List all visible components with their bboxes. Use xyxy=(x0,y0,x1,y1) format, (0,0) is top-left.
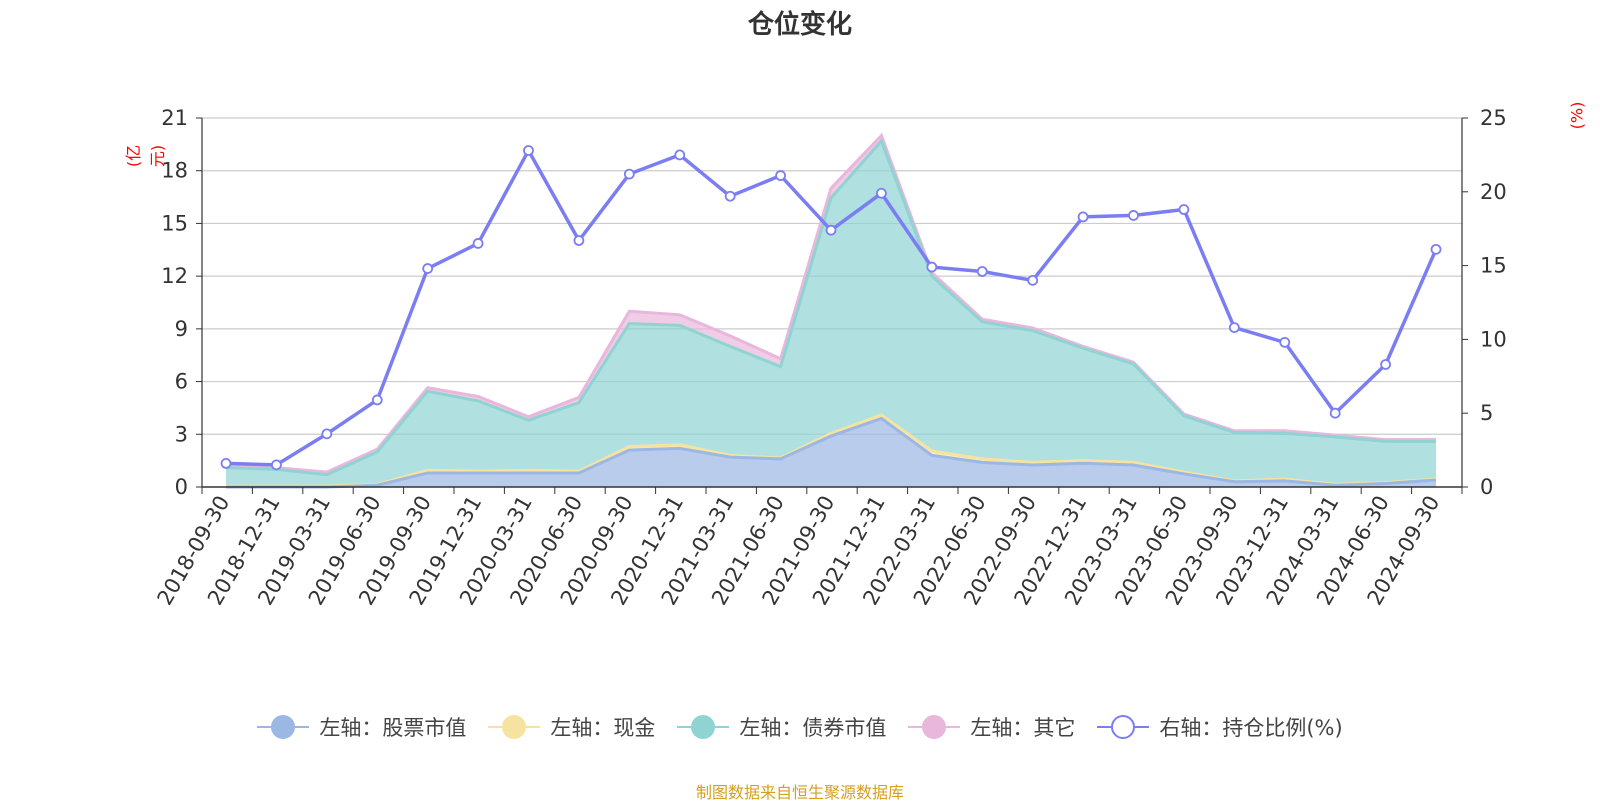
right-tick-label: 0 xyxy=(1480,475,1493,499)
left-tick-label: 12 xyxy=(161,264,188,288)
ratio-point xyxy=(1430,243,1442,255)
ratio-point xyxy=(472,238,484,249)
ratio-point xyxy=(1128,210,1139,221)
ratio-point xyxy=(1329,407,1341,419)
left-tick-label: 9 xyxy=(175,317,188,341)
ratio-point xyxy=(674,149,686,161)
filled-circle-icon xyxy=(257,713,310,741)
area-stock xyxy=(226,418,1436,487)
area-bond xyxy=(226,140,1436,487)
left-tick-label: 6 xyxy=(175,370,188,394)
left-axis-unit: (亿元) xyxy=(124,144,167,168)
legend: 左轴：股票市值 左轴：现金 左轴：债券市值 左轴：其它 右轴：持仓比例(%) xyxy=(0,712,1600,742)
ratio-point xyxy=(1178,204,1190,215)
chart-title: 仓位变化 xyxy=(747,10,852,40)
ratio-point xyxy=(825,224,837,236)
left-tick-label: 0 xyxy=(175,475,188,499)
hollow-circle-icon xyxy=(1097,713,1150,741)
legend-label: 左轴：债券市值 xyxy=(739,716,887,740)
ratio-point xyxy=(573,235,585,246)
legend-label: 左轴：股票市值 xyxy=(319,716,467,740)
ratio-point xyxy=(976,266,988,277)
left-tick-label: 15 xyxy=(161,211,188,235)
legend-label: 左轴：现金 xyxy=(550,716,656,740)
right-tick-label: 15 xyxy=(1480,254,1507,278)
legend-item-other[interactable]: 左轴：其它 xyxy=(908,712,1075,742)
right-tick-label: 5 xyxy=(1480,401,1493,425)
filled-circle-icon xyxy=(908,713,961,741)
legend-label: 左轴：其它 xyxy=(970,716,1076,740)
ratio-point xyxy=(1279,336,1291,348)
right-tick-label: 20 xyxy=(1480,180,1507,204)
right-axis-unit: (%) xyxy=(1567,101,1587,130)
ratio-point xyxy=(724,190,736,202)
source-note: 制图数据来自恒生聚源数据库 xyxy=(695,783,904,802)
legend-item-ratio[interactable]: 右轴：持仓比例(%) xyxy=(1097,712,1343,742)
left-tick-label: 3 xyxy=(175,422,188,446)
ratio-point xyxy=(926,261,938,273)
ratio-point xyxy=(271,459,282,471)
left-tick-label: 18 xyxy=(161,159,188,183)
ratio-point xyxy=(775,170,786,181)
ratio-point xyxy=(1380,359,1391,370)
right-tick-label: 25 xyxy=(1480,106,1507,130)
filled-circle-icon xyxy=(677,713,730,741)
line-bond xyxy=(225,137,1436,477)
legend-item-bond[interactable]: 左轴：债券市值 xyxy=(677,712,886,742)
legend-item-cash[interactable]: 左轴：现金 xyxy=(488,712,655,742)
legend-item-stock[interactable]: 左轴：股票市值 xyxy=(257,712,466,742)
ratio-point xyxy=(876,187,887,199)
legend-label: 右轴：持仓比例(%) xyxy=(1159,716,1343,740)
ratio-point xyxy=(220,457,232,469)
ratio-point xyxy=(1027,274,1039,286)
ratio-point xyxy=(422,263,434,274)
ratio-point xyxy=(321,428,333,440)
ratio-point xyxy=(371,394,383,406)
line-stock xyxy=(226,416,1437,489)
line-other xyxy=(225,132,1436,474)
ratio-point xyxy=(523,145,534,156)
ratio-point xyxy=(1228,322,1240,333)
filled-circle-icon xyxy=(488,713,541,741)
left-tick-label: 21 xyxy=(161,106,188,130)
ratio-point xyxy=(623,168,635,180)
right-tick-label: 10 xyxy=(1480,327,1507,351)
ratio-point xyxy=(1077,211,1089,223)
